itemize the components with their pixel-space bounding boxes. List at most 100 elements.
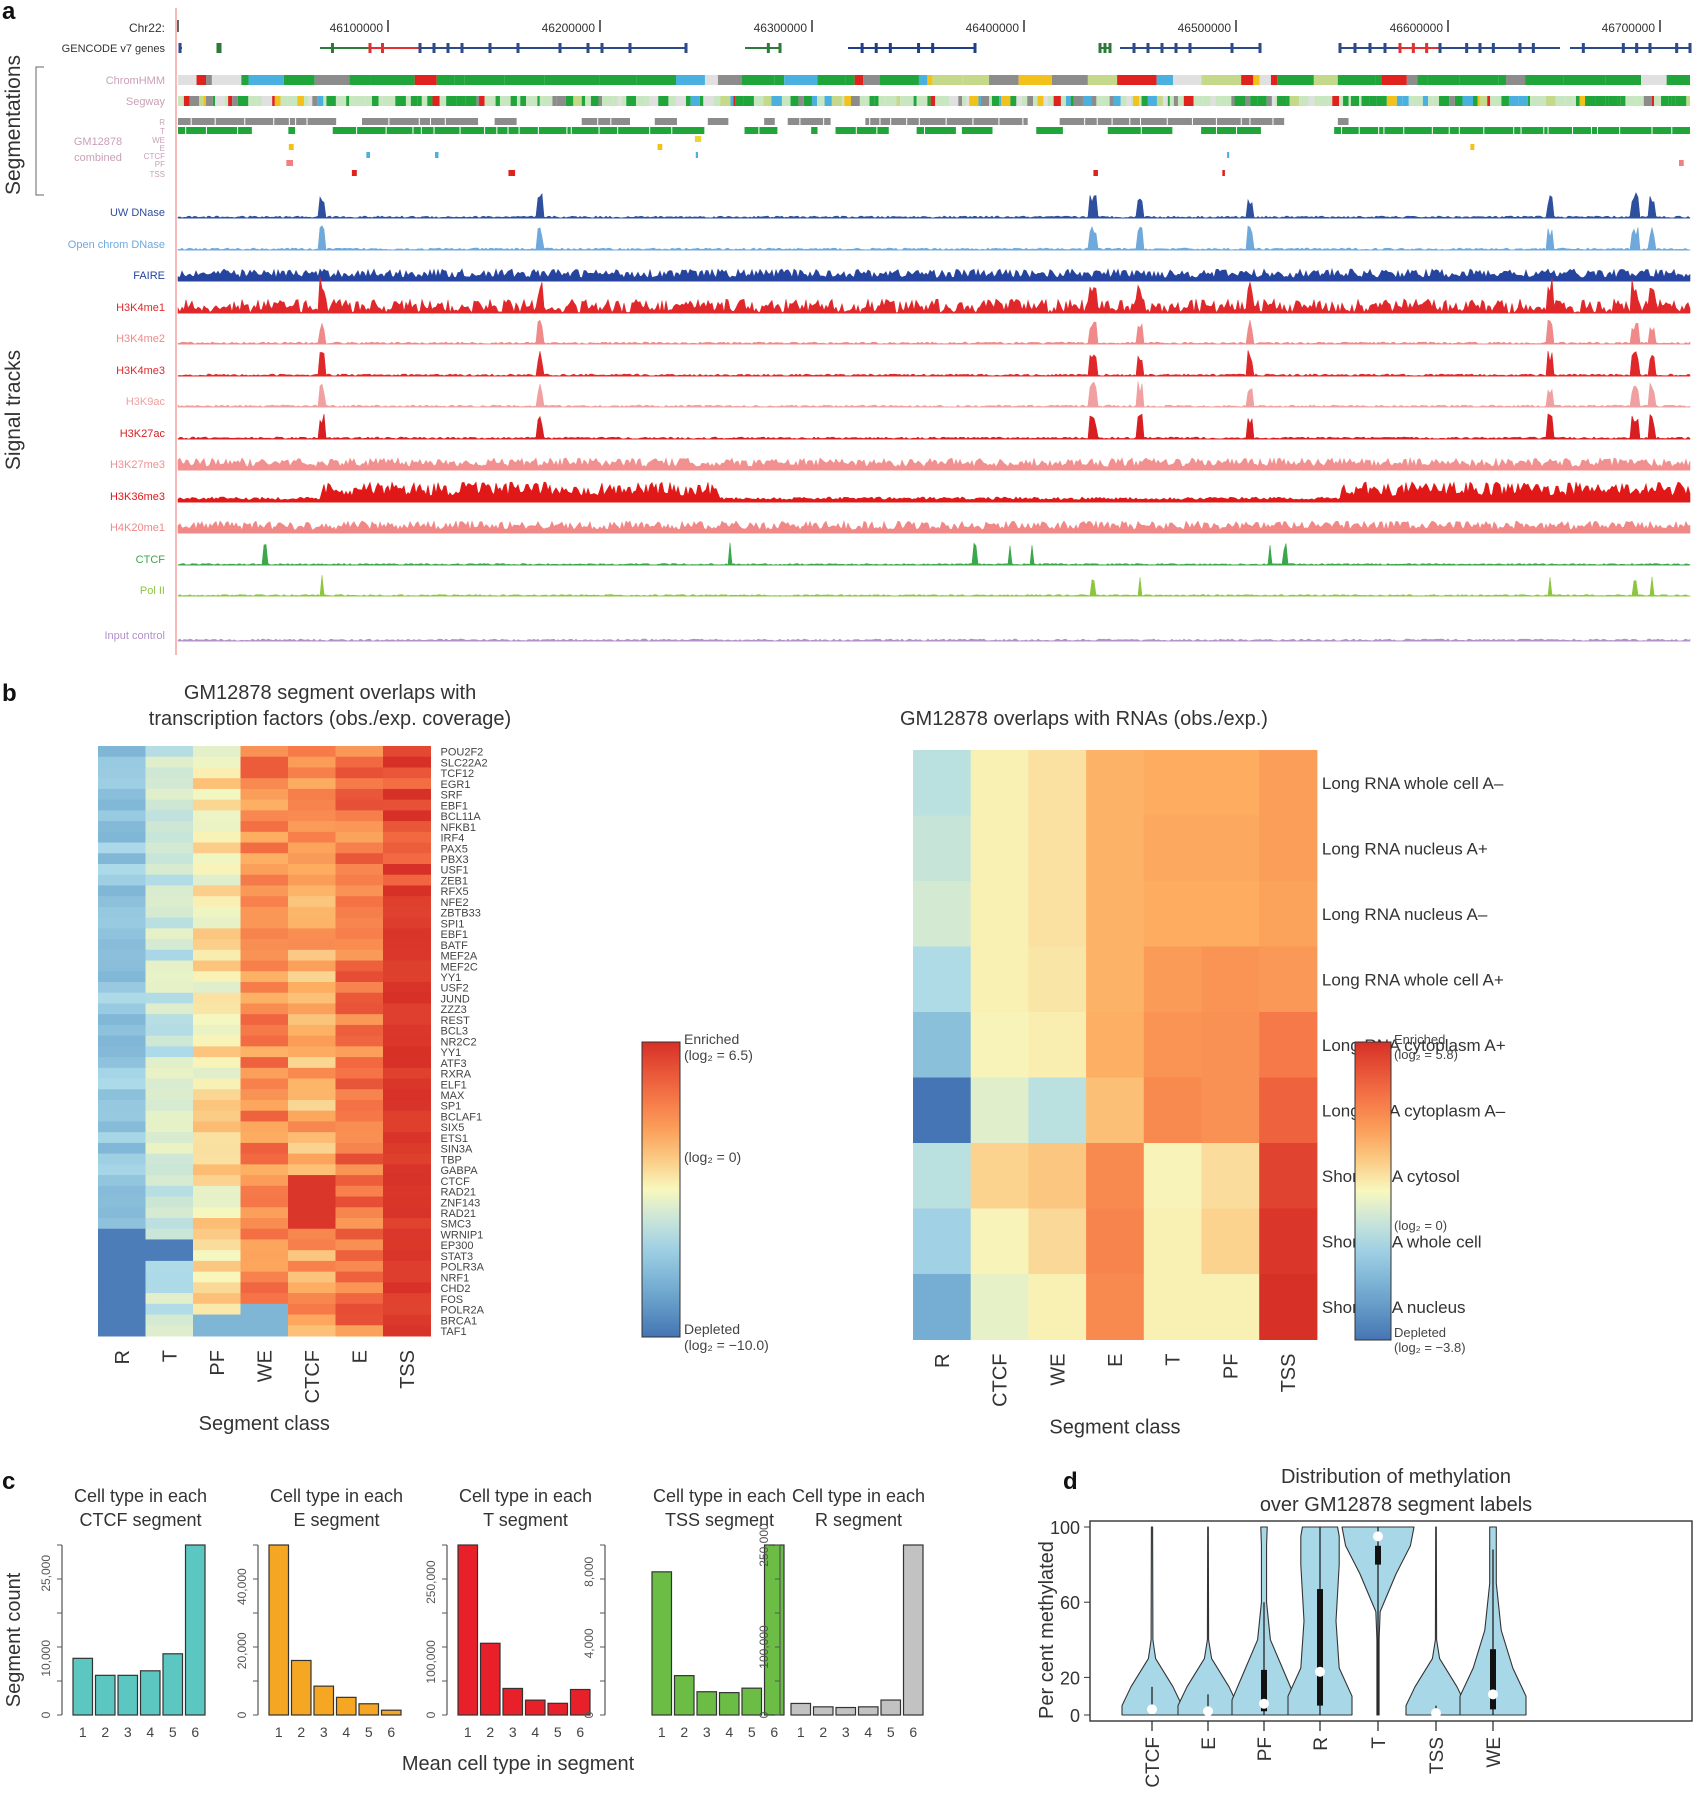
heatmap-row-label: USF2 xyxy=(441,983,469,995)
combined-segment xyxy=(598,118,611,125)
heatmap-cell xyxy=(145,1196,194,1208)
segment-block xyxy=(1543,96,1547,106)
heatmap-cell xyxy=(335,1207,384,1219)
bar-x-tick-label: 1 xyxy=(658,1724,666,1740)
segment-block xyxy=(918,75,928,85)
segment-block xyxy=(1479,96,1488,106)
heatmap-cell xyxy=(193,1035,241,1047)
segment-block xyxy=(565,96,574,106)
combined-segment xyxy=(274,118,289,125)
exon xyxy=(1368,43,1372,53)
heatmap-cell xyxy=(240,1207,289,1219)
segment-block xyxy=(781,96,791,106)
segment-block xyxy=(314,75,350,85)
heatmap-row-label: POLR3A xyxy=(441,1262,485,1274)
heatmap-row-label: ETS1 xyxy=(441,1133,469,1145)
segment-block xyxy=(949,96,959,106)
exon xyxy=(1478,43,1482,53)
segment-block xyxy=(1070,96,1074,106)
segment-block xyxy=(1651,96,1655,106)
signal-track-label: Input control xyxy=(104,630,165,642)
heatmap-cell xyxy=(383,1057,431,1069)
heatmap-cell xyxy=(383,1089,431,1101)
heatmap-cell xyxy=(288,917,336,929)
combined-segment xyxy=(191,118,215,125)
combined-segment xyxy=(657,144,663,150)
coord-label: 46100000 xyxy=(330,21,384,35)
bar xyxy=(741,1687,763,1716)
segment-block xyxy=(703,96,714,106)
segment-block xyxy=(1010,96,1017,106)
heatmap-row-label: ZNF143 xyxy=(441,1197,481,1209)
heatmap-row-label: POU2F2 xyxy=(441,747,484,759)
heatmap-cell xyxy=(1028,815,1087,882)
heatmap-cell xyxy=(383,1196,431,1208)
scale-bottom-label: Depleted xyxy=(1394,1325,1446,1340)
violin-title-line1: Distribution of methylation xyxy=(1281,1466,1511,1488)
combined-segment xyxy=(946,118,973,125)
heatmap-cell xyxy=(240,1132,289,1144)
segment-block xyxy=(720,96,731,106)
heatmap-cell xyxy=(98,1164,146,1176)
heatmap-cell xyxy=(288,1228,336,1240)
heatmap-cell xyxy=(240,821,289,833)
heatmap-cell xyxy=(288,864,336,876)
segment-block xyxy=(645,96,650,106)
combined-row-label: T xyxy=(160,127,165,136)
bar xyxy=(94,1674,116,1716)
segment-block xyxy=(1060,96,1066,106)
segment-block xyxy=(649,96,659,106)
bar-x-tick-label: 1 xyxy=(464,1724,472,1740)
coord-label: 46400000 xyxy=(966,21,1020,35)
exon xyxy=(1188,43,1192,53)
bar-y-tick-label: 0 xyxy=(424,1711,438,1718)
combined-segment xyxy=(1237,127,1261,134)
heatmap-cell xyxy=(145,1003,194,1015)
combined-segment xyxy=(1591,127,1597,134)
heatmap-cell xyxy=(193,1057,241,1069)
segment-block xyxy=(989,96,992,106)
segment-block xyxy=(1052,75,1088,85)
segment-block xyxy=(896,96,901,106)
signal-track-area xyxy=(177,519,1691,534)
heatmap-cell xyxy=(970,750,1029,816)
combined-segment xyxy=(618,127,650,134)
heatmap-cell xyxy=(335,960,384,972)
segment-block xyxy=(395,96,406,106)
heatmap-cell xyxy=(335,971,384,983)
heatmap-cell xyxy=(145,821,194,833)
heatmap-cell xyxy=(98,1110,146,1122)
violin-x-label: PF xyxy=(1255,1737,1276,1761)
combined-segment xyxy=(1359,127,1379,134)
combined-segment xyxy=(891,118,907,125)
segment-block xyxy=(248,96,257,106)
heatmap-cell xyxy=(240,1185,289,1198)
violin-y-label: Per cent methylated xyxy=(1036,1541,1058,1719)
exon xyxy=(1438,43,1442,53)
heatmap-cell xyxy=(240,1067,289,1080)
segment-block xyxy=(1126,96,1131,106)
bar xyxy=(335,1696,357,1716)
segment-block xyxy=(1654,96,1662,106)
combined-segment xyxy=(1167,118,1192,125)
exon xyxy=(1675,43,1679,53)
segment-block xyxy=(211,75,242,85)
violin-y-tick-label: 20 xyxy=(1060,1668,1080,1688)
heatmap-cell xyxy=(335,1218,384,1230)
combined-segment xyxy=(581,118,598,125)
segment-block xyxy=(405,96,411,106)
segment-block xyxy=(1271,96,1275,106)
heatmap-cell xyxy=(288,821,336,833)
segment-block xyxy=(1661,96,1669,106)
signal-tracks-group-label: Signal tracks xyxy=(2,350,25,470)
heatmap-cell xyxy=(98,1035,146,1047)
heatmap-cell xyxy=(145,949,194,962)
heatmap-row-label: REST xyxy=(441,1015,471,1027)
bar xyxy=(313,1685,335,1716)
heatmap-column-label: E xyxy=(1105,1354,1127,1367)
heatmap-cell xyxy=(970,1143,1029,1209)
combined-segment xyxy=(1227,152,1230,158)
combined-segment xyxy=(1459,127,1484,134)
heatmap-cell xyxy=(335,1014,384,1026)
heatmap-cell xyxy=(383,1239,431,1251)
